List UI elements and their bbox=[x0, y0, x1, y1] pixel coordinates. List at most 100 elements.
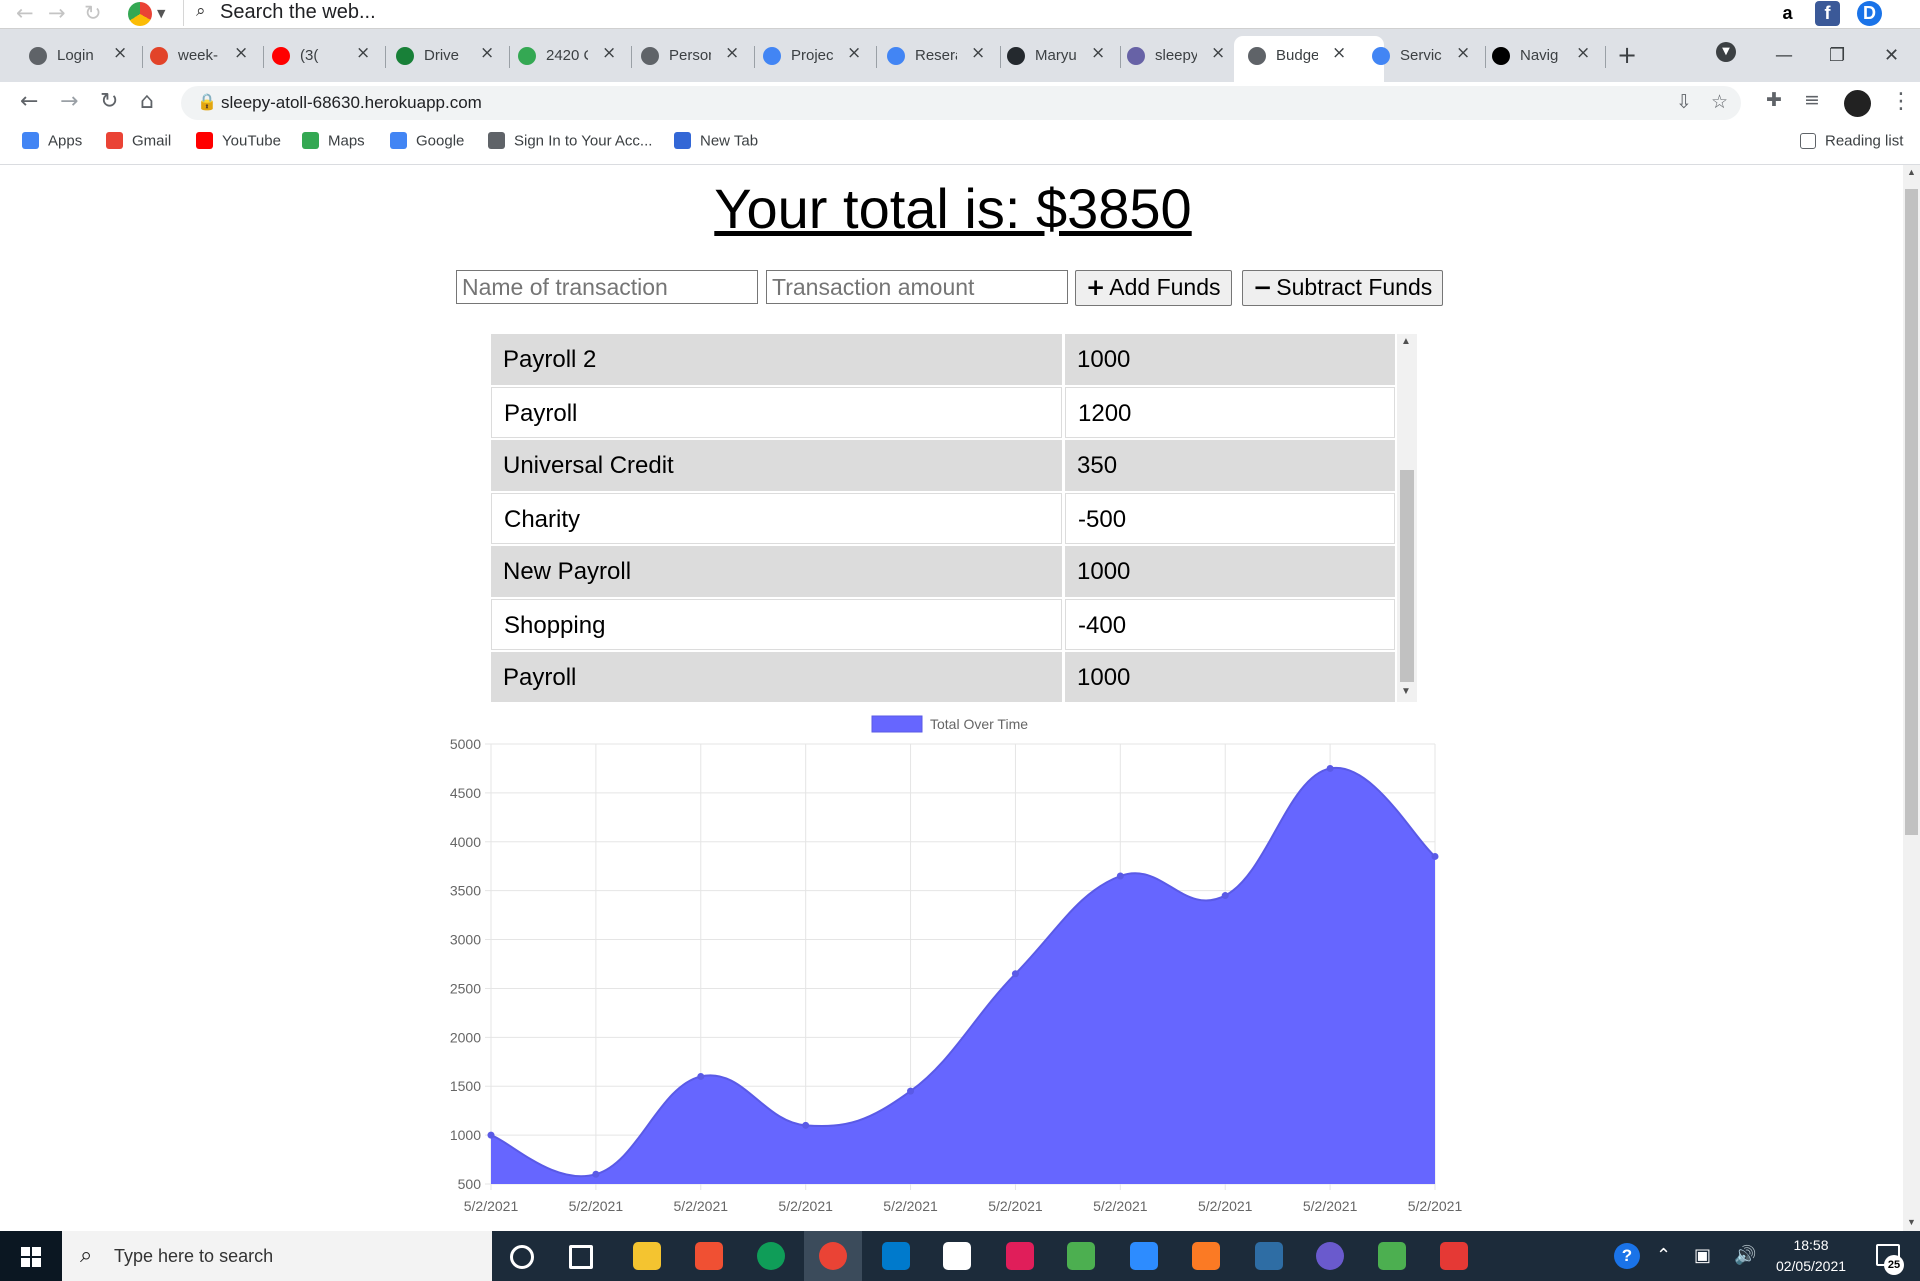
tab-13[interactable]: Navig × bbox=[1492, 41, 1610, 71]
tab-10[interactable]: sleepy × bbox=[1127, 41, 1245, 71]
scroll-down-icon[interactable]: ▼ bbox=[1401, 686, 1411, 697]
bookmark-item[interactable]: YouTube bbox=[196, 132, 281, 154]
tab-12[interactable]: Servic × bbox=[1372, 41, 1490, 71]
tab-4[interactable]: Drive × bbox=[396, 41, 514, 71]
tab-2[interactable]: week- × bbox=[150, 41, 268, 71]
table-scrollbar[interactable]: ▲ ▼ bbox=[1397, 334, 1417, 702]
store-icon[interactable] bbox=[943, 1242, 971, 1270]
top-search-box[interactable]: ⌕ Search the web... bbox=[183, 0, 1764, 26]
add-funds-button[interactable]: + Add Funds bbox=[1075, 270, 1232, 306]
close-tab-icon[interactable]: × bbox=[1091, 43, 1106, 63]
facebook-icon[interactable]: f bbox=[1815, 1, 1840, 26]
file-explorer-icon[interactable] bbox=[633, 1242, 661, 1270]
bookmark-item[interactable]: Google bbox=[390, 132, 464, 154]
zoom-icon[interactable] bbox=[1130, 1242, 1158, 1270]
bookmark-item[interactable]: Sign In to Your Acc... bbox=[488, 132, 652, 154]
transaction-name-input[interactable] bbox=[456, 270, 758, 304]
page-scroll-thumb[interactable] bbox=[1905, 189, 1918, 835]
tab-3[interactable]: (3( × bbox=[272, 41, 390, 71]
close-tab-icon[interactable]: × bbox=[602, 43, 617, 63]
clock-time[interactable]: 18:58 bbox=[1793, 1237, 1829, 1253]
start-button[interactable] bbox=[0, 1231, 62, 1281]
table-scroll-thumb[interactable] bbox=[1400, 470, 1414, 682]
url-text[interactable]: sleepy-atoll-68630.herokuapp.com bbox=[221, 93, 482, 112]
back-button[interactable]: ← bbox=[20, 89, 39, 114]
transaction-amount-input[interactable] bbox=[766, 270, 1068, 304]
cube-app-icon[interactable] bbox=[1067, 1242, 1095, 1270]
close-tab-icon[interactable]: × bbox=[234, 43, 249, 63]
amazon-icon[interactable]: a bbox=[1775, 1, 1800, 26]
git-app-icon[interactable] bbox=[695, 1242, 723, 1270]
close-tab-icon[interactable]: × bbox=[480, 43, 495, 63]
chevron-up-icon[interactable]: ⌃ bbox=[1656, 1245, 1672, 1266]
scroll-up-icon[interactable]: ▲ bbox=[1401, 336, 1411, 347]
new-tab-plus-icon[interactable]: + bbox=[1617, 41, 1638, 69]
tab-8[interactable]: Resera × bbox=[887, 41, 1005, 71]
close-tab-icon[interactable]: × bbox=[725, 43, 740, 63]
chrome-icon[interactable] bbox=[819, 1242, 847, 1270]
edge-icon[interactable] bbox=[757, 1242, 785, 1270]
more-menu-icon[interactable]: ⋮ bbox=[1890, 89, 1912, 114]
slack-icon[interactable] bbox=[1006, 1242, 1034, 1270]
tab-search-icon[interactable]: ▼ bbox=[1716, 42, 1736, 62]
vscode-icon[interactable] bbox=[882, 1242, 910, 1270]
back-arrow-icon[interactable]: ← bbox=[16, 1, 34, 25]
tab-1[interactable]: Login × bbox=[29, 41, 147, 71]
cortana-icon[interactable] bbox=[510, 1245, 534, 1269]
close-tab-icon[interactable]: × bbox=[356, 43, 371, 63]
help-icon[interactable]: ? bbox=[1614, 1243, 1640, 1269]
omnibox[interactable]: 🔒 sleepy-atoll-68630.herokuapp.com ⇩ ☆ bbox=[181, 86, 1741, 120]
reading-list-button[interactable]: Reading list bbox=[1800, 132, 1903, 154]
volume-icon[interactable]: 🔊 bbox=[1734, 1245, 1757, 1266]
close-tab-icon[interactable]: × bbox=[113, 43, 128, 63]
d-extension-icon[interactable]: D bbox=[1857, 1, 1882, 26]
clock-date[interactable]: 02/05/2021 bbox=[1775, 1258, 1847, 1274]
task-view-icon[interactable] bbox=[569, 1245, 593, 1269]
page-scroll-up-icon[interactable]: ▲ bbox=[1907, 167, 1916, 177]
tab-7[interactable]: Projec × bbox=[763, 41, 881, 71]
close-tab-icon[interactable]: × bbox=[971, 43, 986, 63]
media-control-icon[interactable]: ≡ bbox=[1804, 89, 1820, 111]
xampp-icon[interactable] bbox=[1192, 1242, 1220, 1270]
tab-6[interactable]: Person × bbox=[641, 41, 759, 71]
profile-avatar[interactable] bbox=[1844, 90, 1871, 117]
reload-icon[interactable]: ↻ bbox=[84, 1, 102, 25]
mysql-workbench-icon[interactable] bbox=[1255, 1242, 1283, 1270]
top-search-input[interactable]: Search the web... bbox=[220, 1, 376, 23]
close-tab-icon[interactable]: × bbox=[1211, 43, 1226, 63]
close-tab-icon[interactable]: × bbox=[1456, 43, 1471, 63]
chevron-down-icon[interactable]: ▼ bbox=[157, 7, 166, 20]
taskbar-search-input[interactable]: Type here to search bbox=[114, 1246, 274, 1266]
forward-button[interactable]: → bbox=[60, 89, 79, 114]
bookmark-star-icon[interactable]: ☆ bbox=[1711, 91, 1729, 113]
rocket-app-icon[interactable] bbox=[1378, 1242, 1406, 1270]
bookmark-item[interactable]: Maps bbox=[302, 132, 365, 154]
tab-5[interactable]: 2420 C × bbox=[518, 41, 636, 71]
close-tab-icon[interactable]: × bbox=[1332, 43, 1347, 63]
bookmark-item[interactable]: Gmail bbox=[106, 132, 171, 154]
close-tab-icon[interactable]: × bbox=[1576, 43, 1591, 63]
chrome-logo-icon[interactable] bbox=[128, 2, 152, 26]
meet-now-icon[interactable]: ▣ bbox=[1694, 1245, 1712, 1266]
home-button[interactable]: ⌂ bbox=[140, 89, 154, 114]
tab-9[interactable]: Maryu × bbox=[1007, 41, 1125, 71]
tab-11[interactable]: Budge × bbox=[1234, 36, 1384, 82]
scissors-app-icon[interactable] bbox=[1440, 1242, 1468, 1270]
forward-arrow-icon[interactable]: → bbox=[48, 1, 66, 25]
bookmark-item[interactable]: Apps bbox=[22, 132, 82, 154]
tab-title: (3( bbox=[300, 47, 319, 64]
subtract-funds-button[interactable]: − Subtract Funds bbox=[1242, 270, 1444, 306]
close-tab-icon[interactable]: × bbox=[847, 43, 862, 63]
taskbar-search-box[interactable]: ⌕ Type here to search bbox=[62, 1231, 492, 1281]
close-window-icon[interactable]: ✕ bbox=[1884, 45, 1900, 66]
restore-icon[interactable]: ❐ bbox=[1829, 45, 1846, 66]
install-app-icon[interactable]: ⇩ bbox=[1676, 91, 1692, 113]
page-scroll-down-icon[interactable]: ▼ bbox=[1907, 1217, 1916, 1227]
page-scrollbar[interactable]: ▲ ▼ bbox=[1903, 165, 1920, 1231]
reload-button[interactable]: ↻ bbox=[100, 89, 119, 114]
extensions-puzzle-icon[interactable]: ✚ bbox=[1766, 89, 1782, 111]
minimize-icon[interactable]: — bbox=[1775, 45, 1793, 66]
eclipse-icon[interactable] bbox=[1316, 1242, 1344, 1270]
bookmark-item[interactable]: New Tab bbox=[674, 132, 758, 154]
lock-icon[interactable]: 🔒 bbox=[197, 92, 217, 111]
